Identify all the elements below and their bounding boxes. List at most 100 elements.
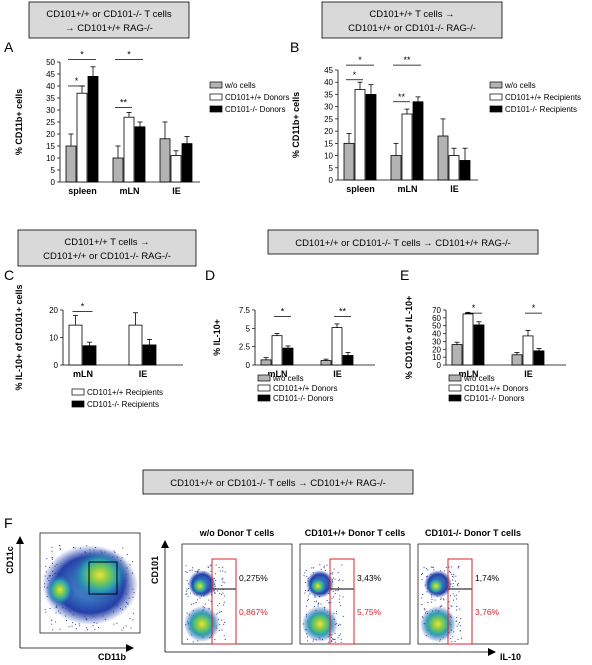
event-dot [305, 605, 307, 607]
event-dot [334, 593, 336, 595]
y-tick-label: 0 [437, 361, 442, 370]
gate-upper-value: 3,43% [357, 573, 382, 583]
event-dot [330, 602, 332, 604]
event-dot [452, 583, 454, 585]
event-dot [219, 570, 221, 572]
event-dot [326, 599, 328, 601]
y-tick-label: 7.5 [239, 306, 251, 315]
y-tick-label: 5 [51, 166, 56, 175]
event-dot [421, 572, 423, 574]
event-dot [454, 580, 456, 582]
y-tick-label: 20 [324, 127, 333, 136]
y-tick-label: 60 [432, 314, 441, 323]
category-label: mLN [120, 186, 140, 196]
event-dot [315, 600, 317, 602]
panel-letter-d: D [205, 267, 215, 283]
category-label: IE [139, 369, 148, 379]
gate-lower [329, 558, 355, 645]
event-dot [196, 599, 198, 601]
y-tick-label: 0 [54, 361, 59, 370]
event-dot [456, 620, 458, 622]
event-dot [304, 582, 306, 584]
flow-gated-plot: w/o Donor T cells 0,275% 0,867% [181, 528, 293, 645]
y-tick-label: 25 [324, 115, 333, 124]
event-dot [311, 567, 313, 569]
event-dot [197, 569, 199, 571]
event-dot [122, 547, 124, 549]
event-dot [452, 586, 454, 588]
event-dot [423, 608, 425, 610]
event-dot [337, 637, 339, 639]
event-dot [340, 638, 342, 640]
arrow-head-icon [126, 644, 134, 652]
y-tick-label: 5 [246, 324, 251, 333]
y-tick-label: 0 [329, 176, 334, 185]
event-dot [198, 569, 200, 571]
gate-upper-value: 0,275% [239, 573, 268, 583]
event-dot [306, 575, 308, 577]
event-dot [59, 628, 61, 630]
panel-letter-a: A [4, 39, 14, 55]
event-dot [457, 584, 459, 586]
event-dot [215, 579, 217, 581]
event-dot [75, 624, 77, 626]
event-dot [454, 640, 456, 642]
legend-label: w/o cells [463, 374, 495, 383]
flow-gated-axes: CD101 IL-10 [150, 540, 521, 662]
event-dot [328, 602, 330, 604]
event-dot [332, 590, 334, 592]
event-dot [79, 625, 81, 627]
density-core [191, 577, 209, 595]
event-dot [334, 638, 336, 640]
bar [459, 160, 471, 181]
event-dot [223, 635, 225, 637]
event-dot [132, 612, 134, 614]
event-dot [220, 611, 222, 613]
y-axis-label: % IL-10+ [212, 319, 222, 356]
category-label: mLN [268, 369, 288, 379]
event-dot [208, 566, 210, 568]
event-dot [433, 569, 435, 571]
significance-label: * [75, 76, 79, 86]
event-dot [338, 634, 340, 636]
event-dot [313, 605, 315, 607]
event-dot [327, 641, 329, 643]
significance-label: * [472, 303, 476, 313]
event-dot [186, 588, 188, 590]
event-dot [44, 609, 46, 611]
event-dot [460, 618, 462, 620]
bar [260, 359, 272, 366]
y-tick-label: 15 [324, 139, 333, 148]
category-label: spleen [346, 184, 375, 194]
event-dot [456, 616, 458, 618]
legend-label: CD101-/- Recipients [505, 105, 577, 114]
event-dot [330, 573, 332, 575]
y-tick-label: 0 [51, 178, 56, 187]
arrow-head-icon [488, 648, 496, 656]
event-dot [455, 620, 457, 622]
event-dot [457, 623, 459, 625]
bar [390, 155, 402, 181]
significance-label: ** [398, 92, 406, 102]
event-dot [421, 597, 423, 599]
event-dot [448, 566, 450, 568]
event-dot [94, 629, 96, 631]
event-dot [210, 600, 212, 602]
flow-gated-plot: CD101-/- Donor T cells 1,74% 3,76% [417, 528, 529, 645]
event-dot [324, 569, 326, 571]
category-label: mLN [398, 184, 418, 194]
event-dot [51, 619, 53, 621]
legend-swatch [257, 384, 271, 392]
event-dot [190, 603, 192, 605]
y-tick-label: 40 [46, 82, 55, 91]
event-dot [314, 600, 316, 602]
event-dot [456, 625, 458, 627]
event-dot [304, 572, 306, 574]
panel-letter-c: C [4, 267, 14, 283]
legend-label: w/o cells [504, 81, 536, 90]
event-dot [423, 566, 425, 568]
header-b: CD101+/+ T cells → CD101+/+ or CD101-/- … [321, 1, 503, 39]
event-dot [185, 565, 187, 567]
event-dot [312, 640, 314, 642]
